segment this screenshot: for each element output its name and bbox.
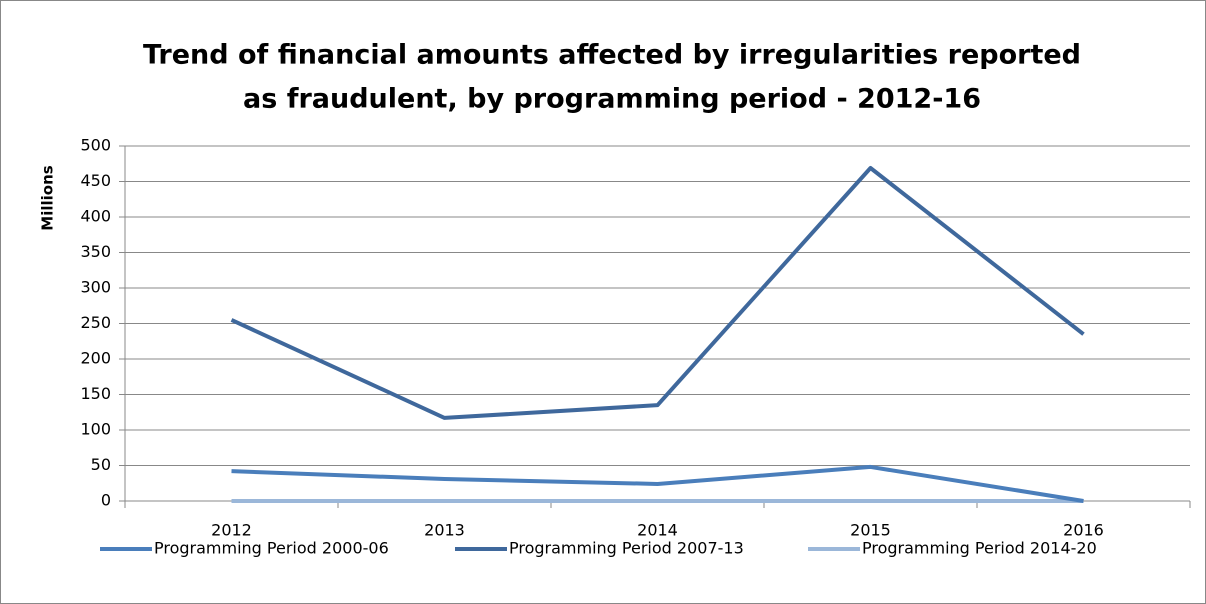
y-tick-label: 200 [80, 349, 111, 368]
y-tick-label: 350 [80, 242, 111, 261]
x-tick-label: 2012 [211, 521, 252, 540]
legend-label: Programming Period 2007-13 [509, 539, 744, 558]
y-tick-label: 50 [91, 455, 111, 474]
x-tick-label: 2014 [637, 521, 678, 540]
line-series [231, 464, 1084, 503]
y-tick-label: 250 [80, 313, 111, 332]
x-tick-label: 2015 [850, 521, 891, 540]
chart-title: Trend of financial amounts affected by i… [143, 40, 1081, 71]
y-tick-label: 500 [80, 136, 111, 155]
y-tick-label: 400 [80, 207, 111, 226]
y-tick-label: 150 [80, 384, 111, 403]
x-tick-label: 2016 [1063, 521, 1104, 540]
legend-label: Programming Period 2014-20 [862, 539, 1097, 558]
y-tick-label: 100 [80, 420, 111, 439]
y-axis-label: Millions [39, 165, 57, 230]
y-tick-label: 300 [80, 278, 111, 297]
chart-title: as fraudulent, by programming period - 2… [243, 84, 981, 115]
x-tick-label: 2013 [424, 521, 465, 540]
legend-label: Programming Period 2000-06 [154, 539, 389, 558]
line-series [230, 166, 1085, 420]
y-tick-label: 0 [101, 491, 111, 510]
y-tick-label: 450 [80, 171, 111, 190]
